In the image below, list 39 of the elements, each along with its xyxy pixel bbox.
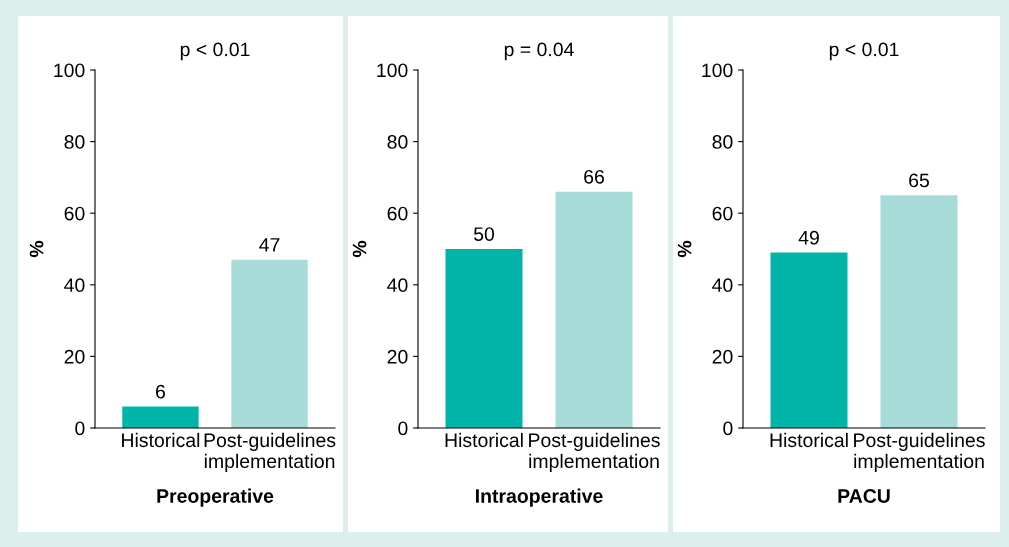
- x-tick-label: Historical: [770, 432, 848, 448]
- y-tick-label: 100: [377, 63, 408, 78]
- y-tick-label: 40: [64, 278, 85, 293]
- y-tick-label: 0: [398, 421, 408, 436]
- y-tick-label: 20: [64, 349, 85, 364]
- data-label: 6: [156, 384, 166, 399]
- y-tick-label: 40: [712, 278, 733, 293]
- y-tick-label: 0: [75, 421, 85, 436]
- y-tick-label: 60: [64, 206, 85, 221]
- data-label: 49: [798, 230, 819, 245]
- data-label: 66: [584, 169, 604, 184]
- x-axis-title: Intraoperative: [476, 488, 603, 507]
- y-tick-label: 100: [702, 63, 733, 78]
- y-tick-label: 0: [723, 421, 733, 436]
- y-tick-label: 40: [387, 278, 408, 293]
- chart-title: p < 0.01: [829, 42, 899, 61]
- y-tick-label: 80: [712, 135, 733, 149]
- data-label: 50: [473, 227, 495, 241]
- data-label: 65: [909, 173, 929, 188]
- y-tick-label: 60: [387, 206, 408, 221]
- x-tick-label: Post-guidelines implementation: [854, 432, 985, 472]
- y-tick-label: 80: [64, 135, 85, 149]
- y-axis-title: %: [352, 240, 367, 258]
- y-axis-title: %: [29, 240, 44, 258]
- y-tick-label: 20: [387, 349, 408, 364]
- chart-title: p < 0.01: [180, 42, 250, 61]
- x-tick-label: Historical: [445, 432, 523, 448]
- chart-title: p = 0.04: [504, 42, 574, 61]
- y-tick-label: 60: [712, 206, 733, 221]
- y-axis-title: %: [677, 240, 692, 258]
- y-tick-label: 20: [712, 349, 733, 364]
- x-axis-title: PACU: [838, 489, 890, 503]
- y-tick-label: 80: [387, 135, 408, 149]
- x-tick-label: Post-guidelines implementation: [204, 432, 336, 472]
- x-tick-label: Historical: [122, 432, 200, 448]
- x-axis-title: Preoperative: [157, 488, 274, 507]
- data-label: 47: [259, 238, 280, 252]
- y-tick-label: 100: [54, 63, 85, 78]
- x-tick-label: Post-guidelines implementation: [529, 432, 660, 472]
